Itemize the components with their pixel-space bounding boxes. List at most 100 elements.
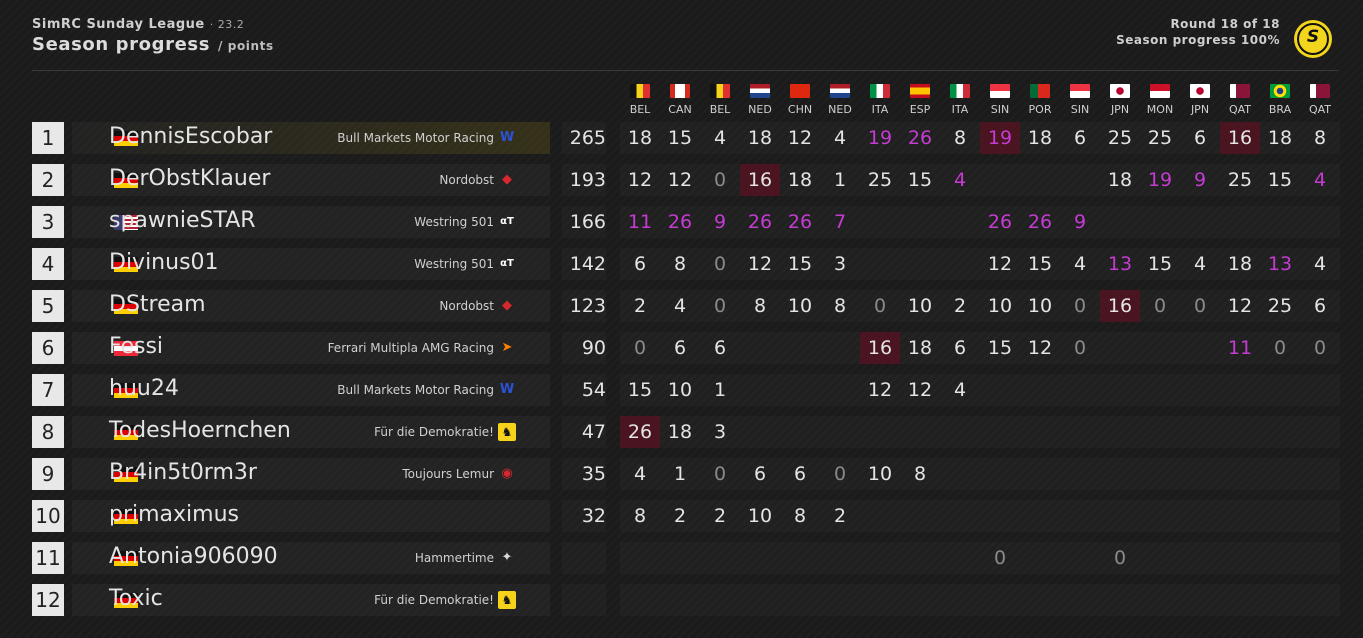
result-cell: 16 — [740, 164, 780, 196]
driver-band — [72, 122, 550, 154]
result-cell: 18 — [1100, 164, 1140, 196]
result-cell: 10 — [900, 290, 940, 322]
result-cell: 4 — [940, 374, 980, 406]
result-cell — [1060, 584, 1100, 616]
result-cell: 0 — [1100, 542, 1140, 574]
table-row: 1 DennisEscobar Bull Markets Motor Racing W… — [32, 122, 1338, 158]
result-cell: 6 — [660, 332, 700, 364]
result-cell: 26 — [1020, 206, 1060, 238]
result-cell: 6 — [940, 332, 980, 364]
result-cell: 4 — [700, 122, 740, 154]
mercedes-icon: ✦ — [501, 550, 513, 565]
result-cell — [1140, 374, 1180, 406]
race-label: SIN — [990, 103, 1010, 116]
japan-flag-icon — [1110, 84, 1130, 98]
result-cell: 16 — [860, 332, 900, 364]
league-logo-icon: S — [1294, 20, 1332, 58]
driver-name: spawnieSTAR — [109, 208, 256, 233]
belgium-flag-icon — [630, 84, 650, 98]
position-badge: 3 — [32, 206, 64, 238]
position-badge: 4 — [32, 248, 64, 280]
team-name: Für die Demokratie! — [374, 593, 494, 607]
race-header-chn: CHN — [780, 84, 820, 116]
result-cell — [1100, 458, 1140, 490]
result-cell — [1060, 542, 1100, 574]
result-cell: 26 — [900, 122, 940, 154]
driver-name: Br4in5t0rm3r — [109, 460, 257, 485]
result-cell: 8 — [740, 290, 780, 322]
result-cell: 10 — [1020, 290, 1060, 322]
result-cell — [1020, 542, 1060, 574]
total-points — [546, 584, 606, 616]
season-label: · 23.2 — [209, 18, 245, 31]
result-cell: 0 — [980, 542, 1020, 574]
brazil-flag-icon — [1270, 84, 1290, 98]
table-row: 4 Divinus01 Westring 501 αT 142 6 8 0 12 15 3 12 15 4… — [32, 248, 1338, 284]
total-points: 193 — [569, 169, 606, 191]
driver-name: TodesHoernchen — [109, 418, 291, 443]
result-cell — [1020, 374, 1060, 406]
result-cell — [1140, 542, 1180, 574]
logo-letter: S — [1306, 27, 1320, 47]
result-cell: 12 — [900, 374, 940, 406]
result-cell — [1300, 374, 1340, 406]
result-cell: 4 — [660, 290, 700, 322]
result-cell: 6 — [1180, 122, 1220, 154]
race-label: MON — [1146, 103, 1174, 116]
result-cell: 2 — [820, 500, 860, 532]
result-cell — [740, 374, 780, 406]
team-name: Nordobst — [439, 299, 494, 313]
race-header-mon: MON — [1140, 84, 1180, 116]
result-cell: 2 — [660, 500, 700, 532]
result-cell: 26 — [980, 206, 1020, 238]
table-row: 8 TodesHoernchen Für die Demokratie! ♞ 47 26 1… — [32, 416, 1338, 452]
result-cell: 25 — [860, 164, 900, 196]
result-cell: 2 — [620, 290, 660, 322]
result-cell — [820, 416, 860, 448]
result-cell — [740, 332, 780, 364]
result-cell — [1260, 542, 1300, 574]
result-cell: 3 — [700, 416, 740, 448]
result-cell: 6 — [740, 458, 780, 490]
race-header-ita: ITA — [860, 84, 900, 116]
result-cell — [1060, 416, 1100, 448]
result-cell — [1260, 458, 1300, 490]
result-cell — [620, 542, 660, 574]
league-name: SimRC Sunday League · 23.2 — [32, 17, 245, 32]
team-name: Ferrari Multipla AMG Racing — [327, 341, 494, 355]
result-cell — [1020, 416, 1060, 448]
total-points: 142 — [569, 253, 606, 275]
driver-name: DennisEscobar — [109, 124, 273, 149]
result-cell — [1020, 500, 1060, 532]
position-badge: 12 — [32, 584, 64, 616]
result-cell: 15 — [1140, 248, 1180, 280]
result-cell: 0 — [1060, 332, 1100, 364]
result-cell — [940, 542, 980, 574]
result-cell: 12 — [660, 164, 700, 196]
driver-name: DStream — [109, 292, 206, 317]
result-cell — [660, 542, 700, 574]
result-cell: 19 — [980, 122, 1020, 154]
total-points: 35 — [581, 463, 606, 485]
result-cell: 26 — [780, 206, 820, 238]
result-cell — [1060, 458, 1100, 490]
result-cell: 0 — [1260, 332, 1300, 364]
race-header-sin: SIN — [980, 84, 1020, 116]
total-points: 123 — [569, 295, 606, 317]
result-cell — [1220, 542, 1260, 574]
result-cell: 15 — [980, 332, 1020, 364]
result-cell — [1020, 584, 1060, 616]
result-cell: 25 — [1260, 290, 1300, 322]
race-label: JPN — [1110, 103, 1130, 116]
result-cell — [1300, 458, 1340, 490]
result-cell — [1140, 458, 1180, 490]
position-badge: 1 — [32, 122, 64, 154]
result-cell — [1180, 374, 1220, 406]
haas-icon: ◉ — [501, 466, 513, 481]
result-cell — [740, 416, 780, 448]
result-cell: 9 — [1060, 206, 1100, 238]
result-cell — [940, 458, 980, 490]
result-cell: 12 — [780, 122, 820, 154]
ferrari-icon: ♞ — [498, 591, 516, 609]
result-cell: 6 — [1300, 290, 1340, 322]
